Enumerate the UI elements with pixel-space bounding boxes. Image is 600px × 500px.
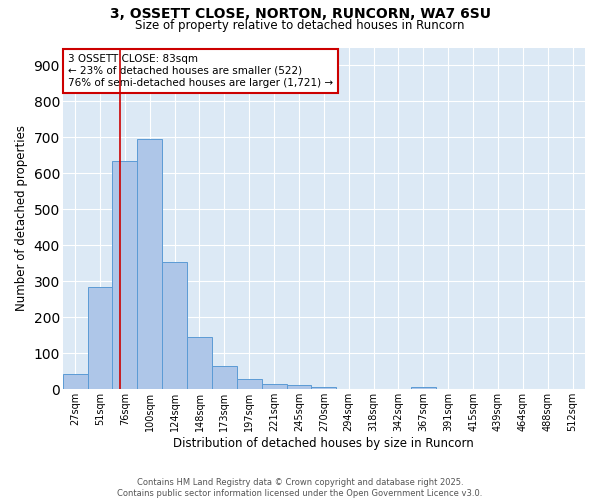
Text: Size of property relative to detached houses in Runcorn: Size of property relative to detached ho… [135, 19, 465, 32]
Bar [237, 379, 262, 390]
Bar [212, 366, 237, 390]
Bar [187, 337, 212, 390]
Y-axis label: Number of detached properties: Number of detached properties [15, 126, 28, 312]
Bar [311, 387, 336, 390]
Text: Contains HM Land Registry data © Crown copyright and database right 2025.
Contai: Contains HM Land Registry data © Crown c… [118, 478, 482, 498]
Text: 3 OSSETT CLOSE: 83sqm
← 23% of detached houses are smaller (522)
76% of semi-det: 3 OSSETT CLOSE: 83sqm ← 23% of detached … [68, 54, 333, 88]
Bar [63, 374, 88, 390]
Bar [411, 388, 436, 390]
Bar [112, 161, 137, 390]
Bar [162, 262, 187, 390]
Bar [262, 384, 287, 390]
Text: 3, OSSETT CLOSE, NORTON, RUNCORN, WA7 6SU: 3, OSSETT CLOSE, NORTON, RUNCORN, WA7 6S… [110, 8, 491, 22]
X-axis label: Distribution of detached houses by size in Runcorn: Distribution of detached houses by size … [173, 437, 474, 450]
Bar [287, 386, 311, 390]
Bar [88, 288, 112, 390]
Bar [137, 138, 162, 390]
